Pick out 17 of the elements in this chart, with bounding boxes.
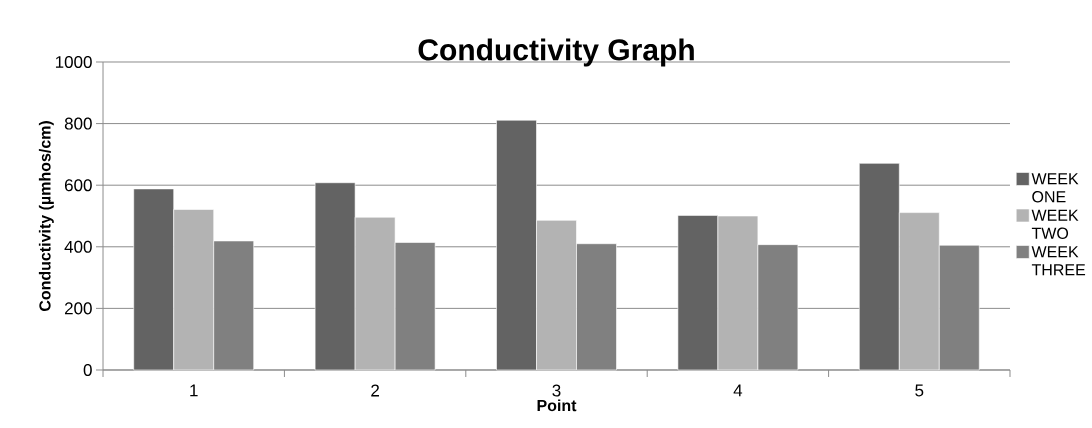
y-tick-label: 600 [64, 179, 92, 192]
legend-label: WEEK TWO [1031, 209, 1079, 239]
x-tick-label: 1 [190, 384, 198, 397]
x-tick-label: 4 [733, 384, 743, 397]
x-tick-label: 3 [552, 384, 561, 397]
legend-label: WEEK THREE [1031, 246, 1086, 276]
legend-label: WEEK ONE [1031, 173, 1079, 203]
x-axis-title: Point [537, 399, 577, 412]
y-tick-label: 1000 [55, 55, 92, 69]
chart-title: Conductivity Graph [418, 38, 694, 67]
y-tick-label: 800 [64, 117, 92, 130]
y-tick-label: 0 [83, 363, 92, 377]
y-tick-label: 200 [64, 302, 92, 315]
y-tick-label: 400 [64, 240, 92, 253]
y-axis-title: Conductivity (µmhos/cm) [38, 121, 54, 312]
x-tick-label: 5 [915, 384, 924, 397]
x-tick-label: 2 [371, 384, 379, 397]
